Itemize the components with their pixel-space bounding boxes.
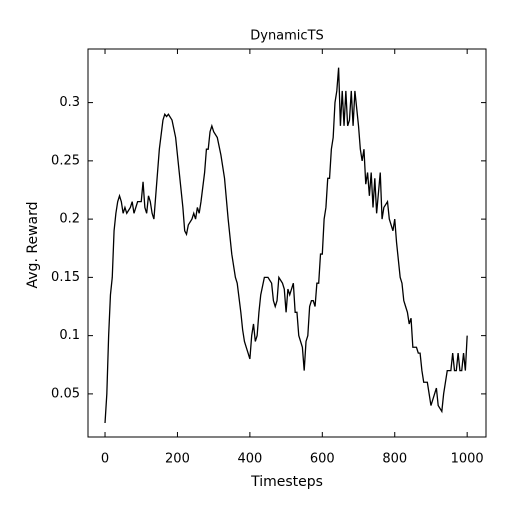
y-tick-label: 0.2 (59, 212, 80, 227)
x-tick-label: 1000 (451, 452, 484, 467)
y-tick-label: 0.15 (51, 270, 80, 285)
x-axis-label: Timesteps (250, 474, 323, 490)
x-tick-label: 600 (310, 452, 335, 467)
y-tick-label: 0.3 (59, 95, 80, 110)
chart-title: DynamicTS (250, 29, 324, 44)
data-line (104, 67, 468, 424)
x-tick-label: 800 (382, 452, 407, 467)
y-axis-label: Avg. Reward (25, 202, 41, 289)
x-tick-label: 0 (101, 452, 109, 467)
x-tick-label: 200 (165, 452, 190, 467)
y-tick-label: 0.1 (59, 328, 80, 343)
y-tick-label: 0.25 (51, 153, 80, 168)
plot-frame (87, 48, 487, 438)
x-tick-label: 400 (237, 452, 262, 467)
y-tick-label: 0.05 (51, 386, 80, 401)
